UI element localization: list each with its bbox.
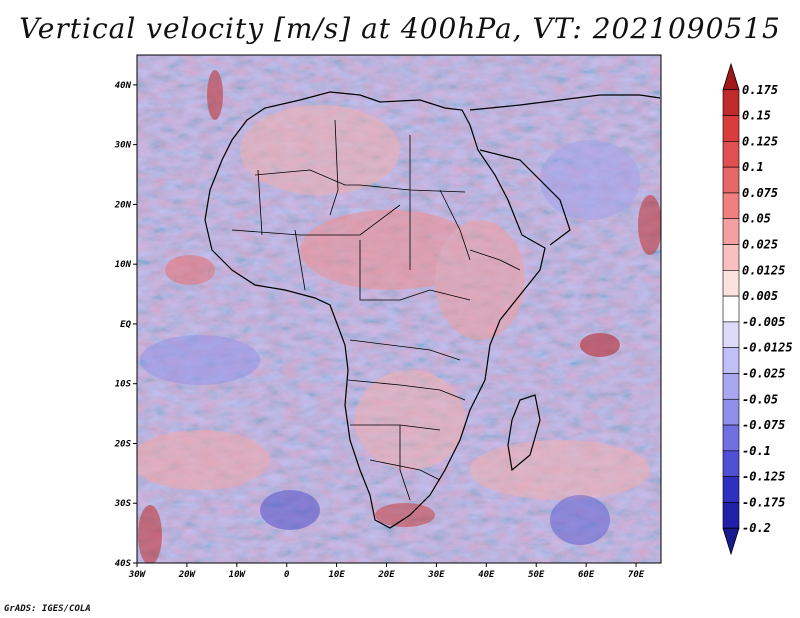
map-panel: [137, 55, 661, 563]
x-tick-label: 10E: [328, 570, 345, 580]
colorbar-swatch: [722, 450, 740, 477]
colorbar: 0.175 0.15 0.125 0.1 0.075 0.05 0.025 0.0125 0.0…: [722, 62, 793, 556]
colorbar-swatch: [722, 373, 740, 400]
colorbar-top-arrow: [722, 62, 740, 91]
map-frame: [136, 54, 662, 564]
colorbar-label: 0.05: [742, 212, 771, 226]
colorbar-label: 0.15: [742, 109, 771, 123]
x-tick-label: 0: [284, 570, 290, 580]
colorbar-label: -0.125: [742, 470, 785, 484]
footer-credit: GrADS: IGES/COLA: [4, 604, 91, 614]
colorbar-swatch: [722, 115, 740, 142]
x-tick-label: 30W: [128, 570, 147, 580]
colorbar-swatch: [722, 502, 740, 529]
ascent-regions: [137, 70, 661, 563]
colorbar-swatch: [722, 89, 740, 116]
x-axis: 30W 20W 10W 0 10E 20E 30E 40E 50E 60E 70E: [128, 563, 645, 580]
y-tick-label: 10N: [115, 260, 132, 270]
colorbar-swatch: [722, 141, 740, 168]
y-tick-label: 20S: [114, 439, 132, 449]
colorbar-label: -0.0125: [742, 341, 793, 355]
colorbar-label: 0.025: [742, 238, 778, 252]
y-tick-label: 40S: [115, 559, 132, 569]
y-axis: 40N 30N 20N 10N EQ 10S 20S 30S 40S: [114, 81, 137, 569]
colorbar-label: 0.075: [742, 186, 778, 200]
x-tick-label: 20E: [377, 570, 395, 580]
x-tick-label: 10W: [229, 570, 247, 580]
colorbar-label: -0.075: [742, 418, 785, 432]
colorbar-label: 0.175: [742, 83, 778, 97]
coastlines: [204, 91, 661, 529]
x-tick-label: 40E: [478, 570, 495, 580]
colorbar-label: -0.175: [742, 495, 785, 509]
x-tick-label: 70E: [628, 570, 645, 580]
colorbar-label: -0.1: [742, 444, 771, 458]
colorbar-label: -0.025: [742, 366, 785, 380]
y-tick-label: 40N: [115, 81, 132, 91]
colorbar-swatch: [722, 321, 740, 348]
colorbar-label: 0.0125: [742, 263, 785, 277]
colorbar-swatch: [722, 270, 740, 297]
x-tick-label: 50E: [528, 570, 545, 580]
descent-regions: [140, 140, 640, 545]
y-tick-label: 30N: [114, 141, 132, 151]
colorbar-swatch: [722, 424, 740, 452]
colorbar-swatch: [722, 218, 740, 245]
colorbar-swatch: [722, 476, 740, 503]
y-tick-label: 30S: [114, 499, 132, 509]
y-tick-label: 10S: [115, 380, 132, 390]
x-tick-label: 20W: [178, 570, 197, 580]
colorbar-swatch: [722, 166, 740, 194]
colorbar-swatch: [722, 244, 740, 271]
colorbar-label: 0.005: [742, 289, 778, 303]
colorbar-label: 0.1: [742, 160, 764, 174]
y-tick-label: 20N: [114, 200, 132, 210]
y-tick-label: EQ: [120, 320, 131, 330]
map-title: Vertical velocity [m/s] at 400hPa, VT: 2…: [19, 12, 781, 45]
colorbar-swatch: [722, 347, 740, 374]
colorbar-swatch: [722, 398, 740, 426]
colorbar-label: -0.05: [742, 392, 778, 406]
colorbar-swatch: [722, 192, 740, 220]
colorbar-bottom-arrow: [722, 527, 740, 556]
colorbar-label: -0.2: [742, 521, 771, 535]
colorbar-swatch: [722, 295, 740, 323]
colorbar-label: -0.005: [742, 315, 785, 329]
x-tick-label: 30E: [427, 570, 445, 580]
country-borders: [231, 119, 521, 501]
colorbar-label: 0.125: [742, 134, 778, 148]
x-tick-label: 60E: [578, 570, 595, 580]
